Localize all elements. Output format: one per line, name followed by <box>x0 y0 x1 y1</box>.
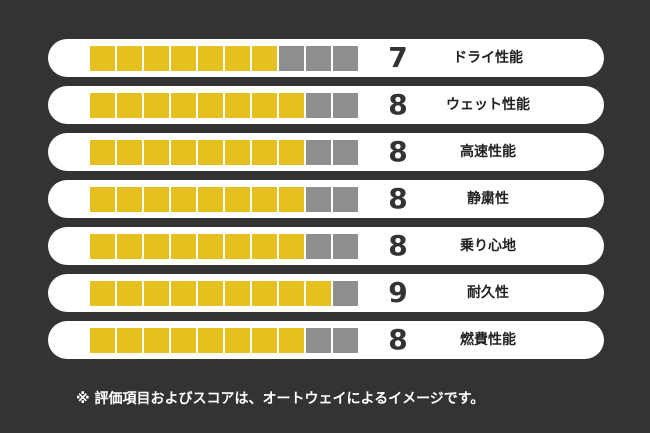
empty-segment <box>306 46 331 71</box>
filled-segment <box>144 46 169 71</box>
empty-segment <box>333 328 358 353</box>
filled-segment <box>171 328 196 353</box>
filled-segment <box>279 328 304 353</box>
rating-row: 7 ドライ性能 <box>48 39 604 77</box>
empty-segment <box>333 281 358 306</box>
empty-segment <box>333 234 358 259</box>
score-bar <box>90 187 358 212</box>
empty-segment <box>333 93 358 118</box>
score-value: 8 <box>388 182 408 215</box>
filled-segment <box>225 281 250 306</box>
filled-segment <box>225 140 250 165</box>
filled-segment <box>90 93 115 118</box>
empty-segment <box>333 46 358 71</box>
filled-segment <box>144 328 169 353</box>
score-value: 8 <box>388 135 408 168</box>
filled-segment <box>279 234 304 259</box>
empty-segment <box>279 46 304 71</box>
filled-segment <box>144 93 169 118</box>
filled-segment <box>279 140 304 165</box>
filled-segment <box>279 281 304 306</box>
filled-segment <box>171 234 196 259</box>
category-label: ドライ性能 <box>453 50 523 66</box>
filled-segment <box>90 46 115 71</box>
filled-segment <box>225 234 250 259</box>
rating-row: 8 乗り心地 <box>48 227 604 265</box>
empty-segment <box>333 187 358 212</box>
empty-segment <box>306 140 331 165</box>
filled-segment <box>90 187 115 212</box>
filled-segment <box>306 281 331 306</box>
filled-segment <box>171 187 196 212</box>
filled-segment <box>117 234 142 259</box>
rating-row: 9 耐久性 <box>48 274 604 312</box>
filled-segment <box>90 140 115 165</box>
category-label: 乗り心地 <box>460 238 516 254</box>
filled-segment <box>90 234 115 259</box>
filled-segment <box>198 328 223 353</box>
score-value: 9 <box>388 276 408 309</box>
filled-segment <box>252 93 277 118</box>
filled-segment <box>252 187 277 212</box>
score-bar <box>90 46 358 71</box>
filled-segment <box>198 281 223 306</box>
score-bar <box>90 93 358 118</box>
filled-segment <box>252 328 277 353</box>
score-value: 8 <box>388 88 408 121</box>
filled-segment <box>90 281 115 306</box>
filled-segment <box>144 234 169 259</box>
filled-segment <box>252 281 277 306</box>
rating-row: 8 燃費性能 <box>48 321 604 359</box>
filled-segment <box>117 93 142 118</box>
rating-row: 8 ウェット性能 <box>48 86 604 124</box>
category-label: 静粛性 <box>467 191 509 207</box>
category-label: 燃費性能 <box>460 332 516 348</box>
filled-segment <box>279 187 304 212</box>
filled-segment <box>117 187 142 212</box>
rating-row: 8 静粛性 <box>48 180 604 218</box>
category-label: 耐久性 <box>467 285 509 301</box>
filled-segment <box>171 93 196 118</box>
score-bar <box>90 140 358 165</box>
empty-segment <box>306 328 331 353</box>
filled-segment <box>144 281 169 306</box>
score-value: 7 <box>388 41 408 74</box>
score-value: 8 <box>388 229 408 262</box>
filled-segment <box>144 187 169 212</box>
filled-segment <box>90 328 115 353</box>
filled-segment <box>117 328 142 353</box>
filled-segment <box>252 46 277 71</box>
score-bar <box>90 281 358 306</box>
filled-segment <box>252 234 277 259</box>
empty-segment <box>306 187 331 212</box>
empty-segment <box>333 140 358 165</box>
filled-segment <box>144 140 169 165</box>
score-bar <box>90 234 358 259</box>
footnote: ※ 評価項目およびスコアは、オートウェイによるイメージです。 <box>76 391 485 407</box>
score-value: 8 <box>388 323 408 356</box>
category-label: ウェット性能 <box>446 97 530 113</box>
filled-segment <box>117 140 142 165</box>
filled-segment <box>225 46 250 71</box>
filled-segment <box>198 234 223 259</box>
empty-segment <box>306 93 331 118</box>
filled-segment <box>198 140 223 165</box>
rating-row: 8 高速性能 <box>48 133 604 171</box>
filled-segment <box>279 93 304 118</box>
filled-segment <box>252 140 277 165</box>
filled-segment <box>171 140 196 165</box>
empty-segment <box>306 234 331 259</box>
filled-segment <box>225 187 250 212</box>
score-bar <box>90 328 358 353</box>
filled-segment <box>117 281 142 306</box>
filled-segment <box>117 46 142 71</box>
filled-segment <box>198 93 223 118</box>
filled-segment <box>198 46 223 71</box>
category-label: 高速性能 <box>460 144 516 160</box>
filled-segment <box>225 93 250 118</box>
filled-segment <box>171 281 196 306</box>
filled-segment <box>198 187 223 212</box>
filled-segment <box>225 328 250 353</box>
filled-segment <box>171 46 196 71</box>
